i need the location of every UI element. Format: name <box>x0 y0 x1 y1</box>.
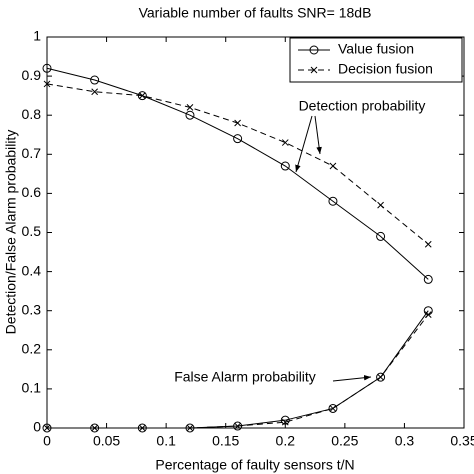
point <box>234 119 241 127</box>
x-tick-label: 0.15 <box>212 433 239 449</box>
point <box>328 196 338 206</box>
point <box>234 422 241 430</box>
legend-marker <box>310 66 318 74</box>
point <box>281 418 289 426</box>
y-tick-label: 0 <box>33 419 41 435</box>
annotation: Detection probability <box>299 98 426 114</box>
x-tick-label: 0 <box>43 433 51 449</box>
y-tick-label: 0.6 <box>22 184 42 200</box>
point <box>280 415 290 425</box>
x-tick-label: 0.25 <box>331 433 358 449</box>
point <box>185 423 195 433</box>
point <box>42 63 52 73</box>
point <box>138 424 146 432</box>
x-tick-label: 0.35 <box>450 433 474 449</box>
point <box>43 80 51 88</box>
point <box>280 161 290 171</box>
y-tick-label: 0.2 <box>22 341 42 357</box>
annotation-arrow <box>295 115 313 173</box>
y-tick-label: 1 <box>33 28 41 44</box>
annotation-arrow <box>314 115 322 155</box>
point <box>91 424 99 432</box>
point <box>90 75 100 85</box>
point <box>423 274 433 284</box>
x-tick-label: 0.2 <box>276 433 296 449</box>
point <box>329 405 337 412</box>
point <box>91 88 99 96</box>
point <box>138 92 146 100</box>
chart-title: Variable number of faults SNR= 18dB <box>139 5 372 21</box>
x-axis-label: Percentage of faulty sensors t/N <box>155 457 354 473</box>
y-tick-label: 0.1 <box>22 380 42 396</box>
y-tick-label: 0.5 <box>22 223 42 239</box>
annotation: False Alarm probability <box>174 369 316 385</box>
annotation-arrow <box>332 374 372 382</box>
y-tick-label: 0.9 <box>22 67 42 83</box>
point <box>328 403 338 413</box>
legend <box>289 37 463 83</box>
point <box>377 373 384 381</box>
point <box>186 104 194 111</box>
point <box>185 110 195 120</box>
point <box>377 201 384 209</box>
y-tick-label: 0.3 <box>22 301 42 317</box>
x-tick-label: 0.1 <box>156 433 176 449</box>
y-tick-label: 0.7 <box>22 145 42 161</box>
x-tick-label: 0.3 <box>395 433 415 449</box>
point <box>376 372 386 382</box>
point <box>329 162 337 170</box>
x-tick-label: 0.05 <box>93 433 120 449</box>
point <box>424 240 432 248</box>
point <box>43 424 51 432</box>
y-axis-label: Detection/False Alarm probability <box>3 130 19 335</box>
y-tick-label: 0.8 <box>22 106 42 122</box>
legend-label: Decision fusion <box>338 61 433 77</box>
y-tick-label: 0.4 <box>22 262 42 278</box>
line <box>46 67 429 280</box>
legend-marker <box>309 45 319 55</box>
point <box>186 424 194 432</box>
point <box>233 134 243 144</box>
point <box>376 231 386 241</box>
legend-label: Value fusion <box>338 41 414 57</box>
point <box>281 139 289 146</box>
point <box>424 311 432 318</box>
